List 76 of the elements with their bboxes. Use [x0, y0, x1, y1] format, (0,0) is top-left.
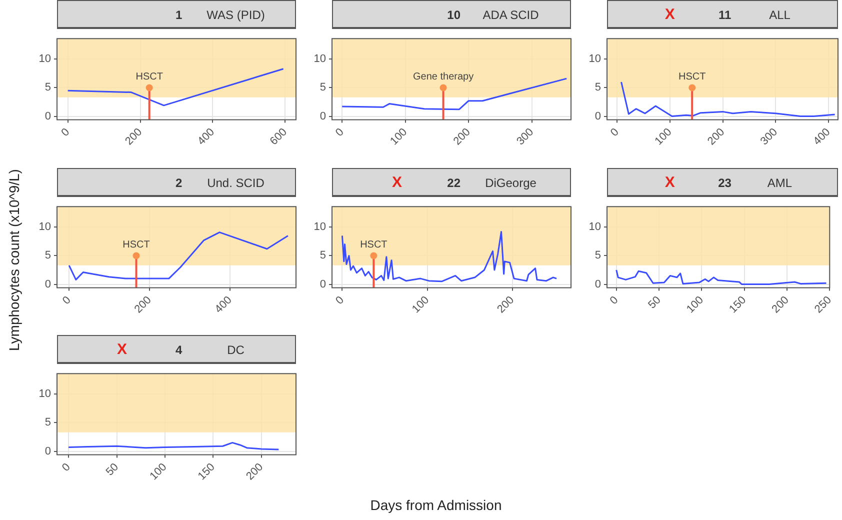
x-tick-label: 0: [608, 294, 621, 307]
x-tick-label: 0: [334, 294, 346, 307]
x-tick-label: 100: [148, 461, 170, 483]
x-tick-label: 200: [132, 294, 154, 316]
y-tick-label: 5: [44, 250, 51, 262]
y-axis-title: Lymphocytes count (x10^9/L): [6, 169, 22, 351]
x-tick-label: 200: [451, 126, 473, 148]
y-tick-label: 5: [44, 82, 51, 94]
annotation: HSCT: [122, 239, 150, 250]
chart-title: 10: [447, 8, 461, 22]
y-tick-label: 0: [320, 278, 326, 290]
chart-subtitle: ALL: [769, 8, 790, 22]
y-tick-label: 5: [44, 416, 51, 429]
x-tick-label: 300: [514, 126, 536, 148]
x-tick-label: 0: [60, 294, 74, 307]
x-tick-label: 200: [244, 461, 266, 483]
chart-title: 4: [176, 343, 182, 357]
y-tick-label: 0: [594, 278, 601, 290]
x-tick-label: 300: [758, 126, 780, 148]
y-tick-label: 0: [44, 110, 51, 122]
text: X: [664, 6, 675, 23]
y-tick-label: 0: [44, 278, 51, 290]
chart-subtitle: WAS (PID): [206, 8, 265, 22]
chart-subtitle: AML: [767, 176, 792, 190]
x-tick-label: 0: [60, 461, 73, 474]
x-axis-title: Days from Admission: [370, 497, 502, 513]
y-tick-label: 0: [44, 445, 51, 458]
y-tick-label: 10: [588, 53, 601, 66]
chart-title: 22: [447, 176, 461, 190]
x-tick-label: 400: [196, 126, 217, 148]
y-tick-label: 5: [594, 82, 601, 94]
y-tick-label: 0: [320, 110, 326, 122]
chart-title: 2: [176, 176, 182, 190]
chart-subtitle: Und. SCID: [207, 176, 264, 190]
x-tick-label: 0: [59, 126, 72, 139]
y-tick-label: 10: [314, 221, 326, 234]
y-tick-label: 5: [320, 250, 326, 262]
x-tick-label: 50: [646, 294, 664, 312]
annotation: HSCT: [678, 71, 706, 82]
x-tick-label: 200: [495, 294, 517, 316]
chart-title: 11: [718, 8, 732, 22]
x-tick-label: 250: [812, 294, 834, 316]
x-tick-label: 400: [212, 294, 234, 316]
annotation: HSCT: [136, 71, 163, 82]
y-tick-label: 5: [594, 250, 601, 262]
chart-subtitle: DiGeorge: [485, 176, 536, 190]
annotation: Gene therapy: [412, 71, 474, 82]
x-tick-label: 100: [410, 294, 432, 316]
text: X: [116, 341, 127, 358]
y-tick-label: 10: [38, 388, 51, 400]
x-tick-label: 200: [770, 294, 792, 316]
text: X: [392, 174, 402, 191]
x-tick-label: 100: [652, 126, 674, 148]
x-tick-label: 400: [811, 126, 833, 148]
x-tick-label: 100: [388, 126, 410, 148]
y-tick-label: 10: [38, 221, 51, 234]
x-tick-label: 200: [706, 126, 728, 148]
x-tick-label: 0: [334, 126, 346, 139]
chart-subtitle: ADA SCID: [482, 8, 539, 22]
chart-title: 1: [176, 8, 182, 22]
annotation: HSCT: [360, 239, 388, 250]
x-tick-label: 0: [608, 126, 622, 139]
x-tick-label: 150: [727, 294, 749, 316]
y-tick-label: 5: [320, 82, 326, 94]
x-tick-label: 600: [268, 126, 290, 148]
x-tick-label: 200: [123, 126, 145, 148]
x-tick-label: 50: [104, 461, 122, 478]
x-tick-label: 150: [196, 461, 218, 483]
text: X: [664, 174, 675, 191]
chart-subtitle: DC: [227, 343, 244, 357]
y-tick-label: 10: [588, 221, 601, 234]
y-tick-label: 10: [38, 53, 51, 66]
x-tick-label: 100: [684, 294, 706, 316]
y-tick-label: 10: [314, 53, 326, 66]
y-tick-label: 0: [594, 110, 601, 122]
chart-title: 23: [718, 176, 732, 190]
